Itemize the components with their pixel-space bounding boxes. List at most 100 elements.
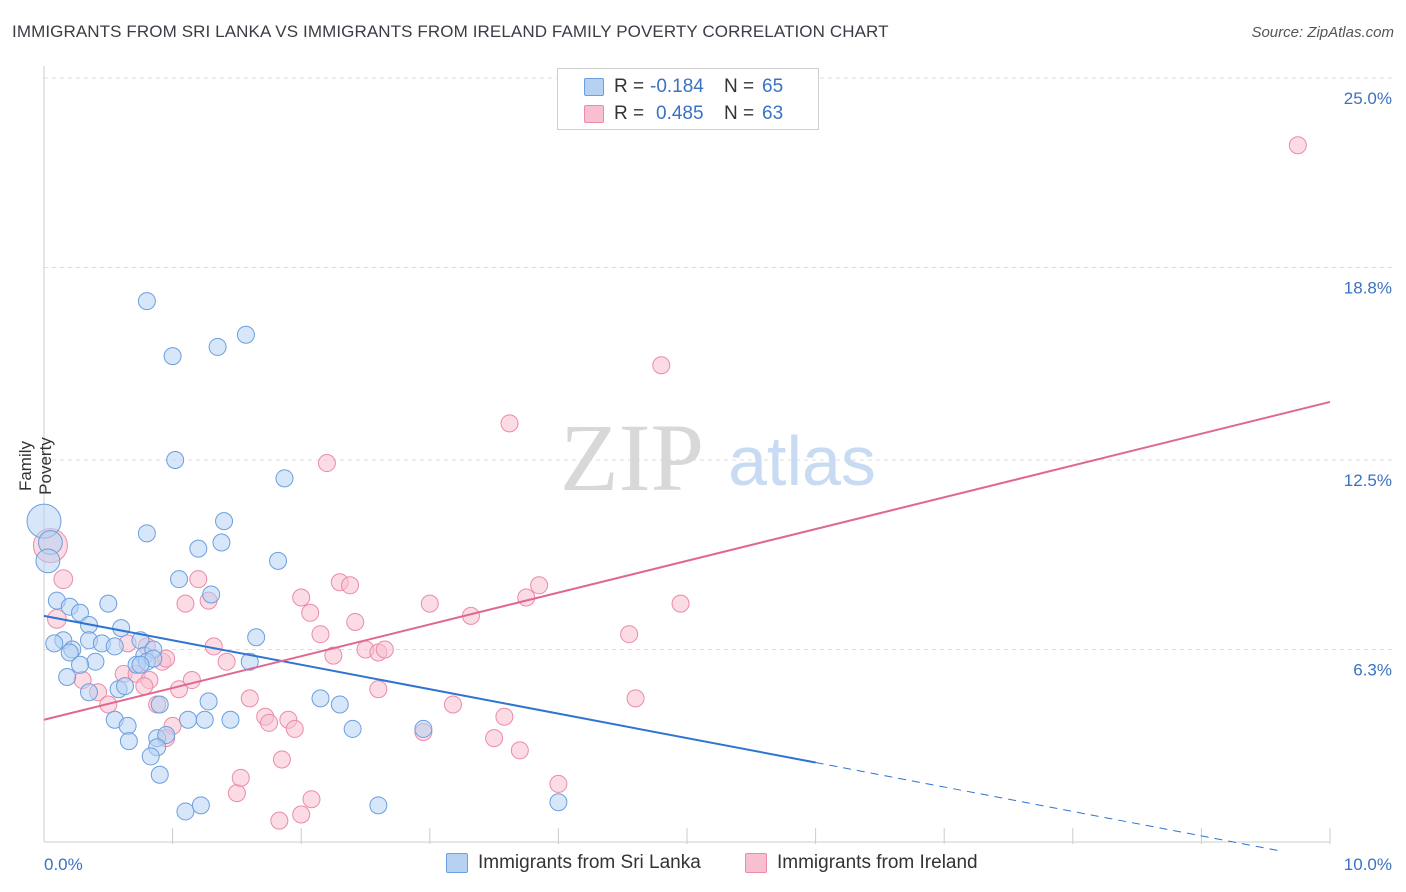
- data-point: [311, 689, 330, 708]
- data-point: [275, 469, 294, 488]
- watermark-zip: ZIP: [560, 404, 704, 511]
- data-point: [414, 719, 433, 738]
- x-tick-label: 10.0%: [1344, 855, 1392, 874]
- data-point: [530, 576, 549, 595]
- legend-n-label: N =: [724, 103, 755, 124]
- data-point: [626, 689, 645, 708]
- data-point: [157, 726, 176, 745]
- data-point: [517, 588, 536, 607]
- data-point: [141, 747, 160, 766]
- chart-title: IMMIGRANTS FROM SRI LANKA VS IMMIGRANTS …: [12, 22, 889, 41]
- data-point: [99, 594, 118, 613]
- trend-line-sri-lanka: [43, 614, 816, 764]
- data-point: [671, 594, 690, 613]
- data-point: [119, 732, 138, 751]
- data-point: [45, 634, 64, 653]
- correlation-legend: R = -0.184 N = 65 R = 0.485 N = 63: [557, 68, 819, 130]
- series-legend: Immigrants from Sri Lanka Immigrants fro…: [0, 852, 1406, 878]
- data-point: [53, 569, 74, 590]
- data-point: [231, 768, 250, 787]
- data-point: [330, 695, 349, 714]
- data-point: [500, 414, 519, 433]
- watermark: ZIP atlas: [560, 404, 876, 511]
- legend-swatch-blue: [584, 78, 604, 96]
- data-point: [105, 637, 124, 656]
- data-point: [60, 643, 79, 662]
- legend-row-ireland: R = 0.485 N = 63: [584, 102, 783, 126]
- trend-line-ireland: [43, 400, 1331, 721]
- legend-swatch-pink: [584, 105, 604, 123]
- data-point: [369, 796, 388, 815]
- data-point: [163, 347, 182, 366]
- data-point: [495, 707, 514, 726]
- data-point: [199, 692, 218, 711]
- data-point: [112, 619, 131, 638]
- y-tick-label: 25.0%: [1344, 89, 1392, 108]
- legend-label-sri-lanka: Immigrants from Sri Lanka: [478, 852, 701, 873]
- data-point: [71, 603, 90, 622]
- legend-label-ireland: Immigrants from Ireland: [777, 852, 978, 873]
- data-point: [510, 741, 529, 760]
- data-point: [202, 585, 221, 604]
- data-point: [179, 710, 198, 729]
- tick-labels: 6.3% 12.5% 18.8% 25.0% 0.0% 10.0%: [44, 89, 1392, 874]
- trend-lines: [43, 400, 1331, 852]
- data-point: [71, 655, 90, 674]
- data-point: [137, 292, 156, 311]
- legend-swatch-pink: [745, 853, 767, 873]
- data-point: [343, 719, 362, 738]
- watermark-atlas: atlas: [728, 422, 876, 500]
- data-point: [131, 655, 150, 674]
- data-point: [270, 811, 289, 830]
- data-point: [116, 677, 135, 696]
- data-point: [260, 713, 279, 732]
- data-point: [176, 802, 195, 821]
- data-point: [620, 625, 639, 644]
- data-point: [485, 729, 504, 748]
- data-point: [375, 640, 394, 659]
- data-point: [443, 695, 462, 714]
- y-tick-label: 18.8%: [1344, 278, 1392, 297]
- data-point: [176, 594, 195, 613]
- data-point: [341, 576, 360, 595]
- data-point: [317, 454, 336, 473]
- legend-r-label: R =: [614, 76, 645, 97]
- y-tick-label: 12.5%: [1344, 471, 1392, 490]
- data-point: [221, 710, 240, 729]
- data-point: [35, 548, 61, 574]
- data-point: [166, 451, 185, 469]
- data-point: [292, 805, 311, 824]
- data-point: [212, 533, 231, 552]
- data-point: [247, 628, 266, 647]
- legend-n-value: 65: [762, 76, 784, 97]
- data-point: [170, 570, 189, 589]
- data-point: [182, 671, 201, 690]
- legend-row-sri-lanka: R = -0.184 N = 65: [584, 75, 783, 99]
- data-point: [302, 790, 321, 809]
- legend-item-sri-lanka: Immigrants from Sri Lanka: [446, 852, 701, 874]
- data-point: [191, 796, 210, 815]
- data-point: [420, 594, 439, 613]
- trend-line-sri-lanka-extension: [815, 762, 1279, 852]
- legend-swatch-blue: [446, 853, 468, 873]
- data-point: [301, 603, 320, 622]
- data-point: [236, 325, 255, 344]
- source-label: Source: ZipAtlas.com: [1251, 24, 1394, 41]
- data-point: [311, 625, 330, 644]
- axes: [43, 66, 1331, 844]
- data-point: [285, 719, 304, 738]
- data-point: [195, 710, 214, 729]
- legend-r-label: R =: [614, 103, 645, 124]
- data-point: [189, 539, 208, 558]
- data-point: [1288, 136, 1307, 155]
- data-point: [150, 695, 169, 714]
- legend-n-label: N =: [724, 76, 755, 97]
- data-point: [346, 612, 365, 631]
- y-axis-label: Family Poverty: [16, 437, 55, 495]
- legend-r-value: -0.184: [650, 76, 704, 97]
- data-point: [652, 356, 671, 375]
- data-point: [150, 765, 169, 784]
- legend-item-ireland: Immigrants from Ireland: [745, 852, 978, 874]
- data-point: [86, 652, 105, 671]
